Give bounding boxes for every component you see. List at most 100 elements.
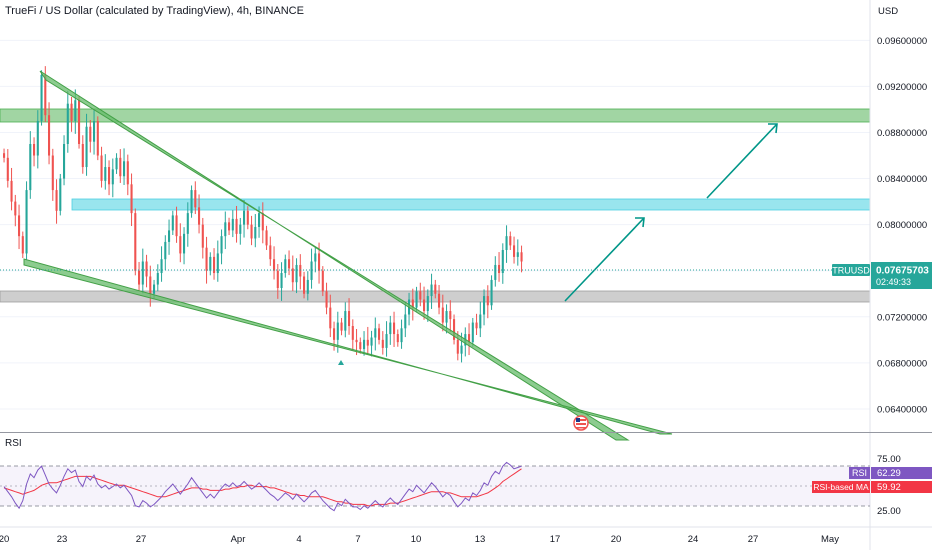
candle[interactable]	[340, 317, 343, 336]
candle[interactable]	[363, 331, 366, 356]
candle[interactable]	[100, 146, 103, 188]
candle[interactable]	[494, 256, 497, 287]
candle[interactable]	[520, 245, 523, 273]
candle[interactable]	[51, 148, 54, 201]
candle[interactable]	[3, 148, 6, 163]
candle[interactable]	[513, 236, 516, 264]
candle[interactable]	[389, 315, 392, 345]
candle[interactable]	[36, 110, 39, 169]
candle[interactable]	[205, 236, 208, 284]
candle[interactable]	[93, 110, 96, 155]
candle[interactable]	[239, 217, 242, 245]
candle[interactable]	[10, 167, 13, 211]
candle[interactable]	[490, 275, 493, 310]
candle[interactable]	[29, 131, 32, 199]
candle[interactable]	[134, 208, 137, 276]
candle[interactable]	[321, 266, 324, 297]
candle[interactable]	[48, 102, 51, 165]
candle[interactable]	[66, 90, 69, 153]
candle[interactable]	[498, 252, 501, 282]
candle[interactable]	[415, 286, 418, 313]
candle[interactable]	[201, 217, 204, 259]
candle[interactable]	[329, 294, 332, 338]
candle[interactable]	[78, 95, 81, 149]
candle[interactable]	[359, 337, 362, 354]
candle[interactable]	[325, 282, 328, 315]
candle[interactable]	[213, 248, 216, 280]
candle[interactable]	[81, 135, 84, 174]
candle[interactable]	[505, 225, 508, 263]
candle[interactable]	[250, 215, 253, 246]
candle[interactable]	[209, 252, 212, 276]
candles[interactable]	[3, 66, 523, 363]
us-flag-event-icon[interactable]	[573, 415, 589, 431]
candle[interactable]	[224, 211, 227, 250]
candle[interactable]	[280, 262, 283, 301]
candle[interactable]	[479, 301, 482, 338]
candle[interactable]	[486, 285, 489, 319]
candle[interactable]	[145, 254, 148, 288]
candle[interactable]	[430, 273, 433, 309]
candle[interactable]	[164, 235, 167, 271]
candle[interactable]	[138, 261, 141, 292]
candle[interactable]	[284, 254, 287, 278]
candle[interactable]	[453, 314, 456, 345]
candle[interactable]	[130, 173, 133, 227]
candle[interactable]	[276, 264, 279, 299]
candle[interactable]	[175, 206, 178, 243]
candle[interactable]	[434, 279, 437, 299]
candle[interactable]	[104, 154, 107, 190]
candle[interactable]	[123, 148, 126, 186]
candle[interactable]	[40, 70, 43, 126]
candle[interactable]	[119, 149, 122, 183]
candle[interactable]	[344, 302, 347, 338]
candle[interactable]	[419, 282, 422, 307]
candle[interactable]	[310, 248, 313, 289]
candle[interactable]	[33, 137, 36, 167]
candle[interactable]	[231, 210, 234, 238]
candle[interactable]	[14, 194, 17, 227]
candle[interactable]	[400, 319, 403, 349]
candle[interactable]	[149, 265, 152, 307]
projection-arrow-upper[interactable]	[706, 123, 778, 199]
candle[interactable]	[220, 229, 223, 265]
candle[interactable]	[89, 120, 92, 153]
candle[interactable]	[378, 323, 381, 345]
candle[interactable]	[85, 113, 88, 176]
candle[interactable]	[404, 301, 407, 338]
candle[interactable]	[351, 319, 354, 351]
resistance-zone-upper[interactable]	[0, 108, 871, 123]
candle[interactable]	[21, 231, 24, 259]
candle[interactable]	[246, 206, 249, 230]
candle[interactable]	[348, 298, 351, 335]
candle[interactable]	[411, 288, 414, 321]
candle[interactable]	[194, 181, 197, 215]
candle[interactable]	[183, 227, 186, 265]
rsi-line[interactable]	[3, 461, 522, 512]
candle[interactable]	[111, 158, 114, 198]
candle[interactable]	[501, 243, 504, 284]
candle[interactable]	[438, 285, 441, 315]
candle[interactable]	[96, 116, 99, 161]
candle[interactable]	[385, 321, 388, 357]
candle[interactable]	[393, 311, 396, 347]
candle[interactable]	[160, 246, 163, 282]
candle[interactable]	[483, 289, 486, 326]
price-axis[interactable]: 0.09600000 0.09200000 0.08800000 0.08400000…	[877, 36, 927, 416]
candle[interactable]	[471, 317, 474, 347]
candle[interactable]	[475, 313, 478, 336]
candle[interactable]	[509, 231, 512, 250]
candle[interactable]	[55, 179, 58, 224]
candle[interactable]	[115, 153, 118, 174]
candle[interactable]	[25, 181, 28, 261]
candle[interactable]	[366, 326, 369, 355]
candle[interactable]	[168, 219, 171, 255]
candle[interactable]	[254, 214, 257, 248]
candle[interactable]	[235, 205, 238, 243]
candle[interactable]	[18, 204, 21, 250]
candle[interactable]	[171, 210, 174, 236]
candle[interactable]	[381, 331, 384, 355]
candle[interactable]	[243, 199, 246, 238]
